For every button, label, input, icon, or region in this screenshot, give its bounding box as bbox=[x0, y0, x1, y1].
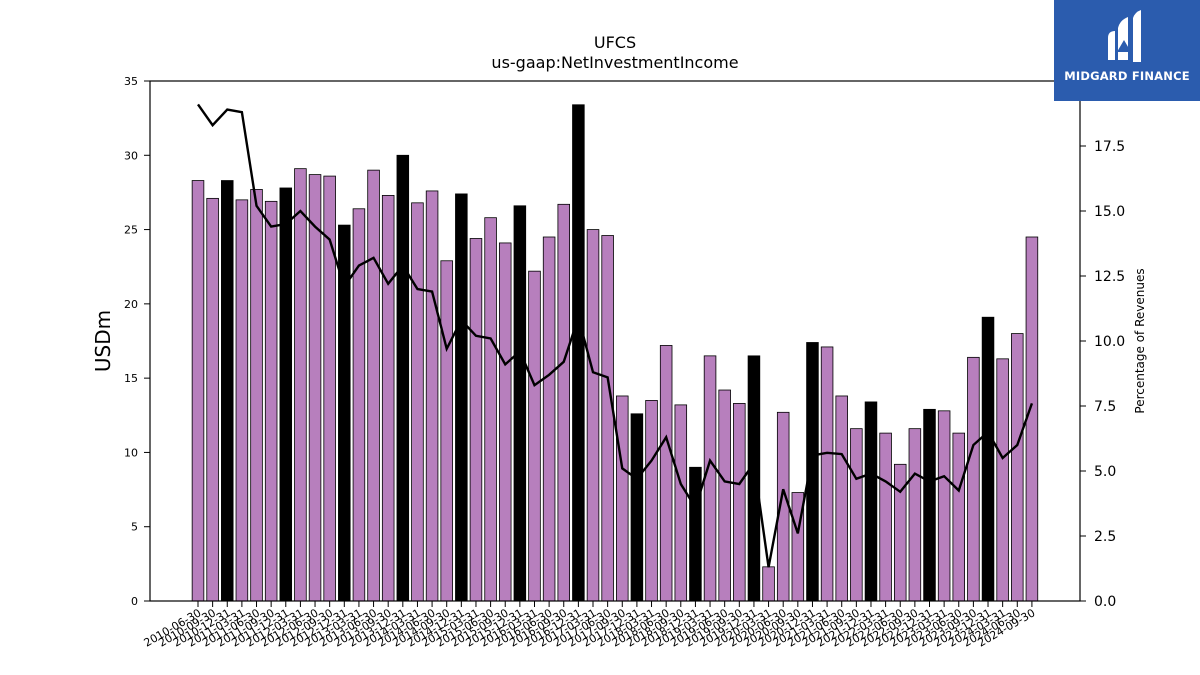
y-tick-label: 35 bbox=[124, 75, 138, 88]
bar-2016-09-30 bbox=[557, 203, 571, 602]
bar-2019-03-31 bbox=[703, 355, 717, 602]
bar-2011-09-30 bbox=[264, 200, 278, 602]
x-axis-ticks: 2010-06-302010-09-302010-12-312011-03-31… bbox=[142, 601, 1037, 650]
bar-2024-06-30 bbox=[1011, 333, 1024, 602]
bar-2011-03-31 bbox=[235, 199, 249, 602]
bar-2021-09-30 bbox=[850, 428, 863, 602]
bar-2017-12-31 bbox=[630, 413, 644, 602]
left-axis-ticks: 0 5 10 15 20 25 30 35 bbox=[124, 75, 150, 608]
bar-2012-03-31 bbox=[294, 168, 307, 602]
y-tick-label: 20 bbox=[124, 298, 138, 311]
y2-tick-label: 15.0 bbox=[1094, 204, 1125, 220]
bar-2024-09-30 bbox=[1025, 236, 1039, 602]
bar-2010-06-30 bbox=[191, 180, 205, 602]
bar-2013-12-31 bbox=[396, 154, 410, 602]
percentage-line bbox=[197, 103, 1034, 568]
bar-2014-06-30 bbox=[425, 190, 439, 602]
y-axis-label: USDm bbox=[91, 310, 115, 372]
bars-group bbox=[191, 104, 1039, 602]
bar-2014-09-30 bbox=[440, 260, 453, 602]
bar-2023-06-30 bbox=[952, 432, 966, 602]
bar-2016-03-31 bbox=[528, 270, 541, 602]
bar-2024-03-31 bbox=[996, 358, 1009, 602]
bar-2022-03-31 bbox=[879, 432, 892, 602]
bar-2021-06-30 bbox=[835, 395, 848, 602]
bar-2023-03-31 bbox=[937, 410, 951, 602]
y-tick-label: 15 bbox=[124, 372, 138, 385]
y2-tick-label: 12.5 bbox=[1094, 269, 1125, 285]
bar-2013-09-30 bbox=[381, 194, 395, 602]
bar-2015-06-30 bbox=[484, 217, 497, 602]
y2-axis-label: Percentage of Revenues bbox=[1133, 268, 1147, 413]
bar-2014-12-31 bbox=[455, 193, 468, 602]
bar-2023-12-31 bbox=[981, 316, 995, 602]
bar-2015-09-30 bbox=[498, 242, 512, 602]
bar-2018-09-30 bbox=[674, 404, 688, 602]
bar-2011-06-30 bbox=[250, 189, 263, 602]
bar-2022-09-30 bbox=[908, 428, 922, 602]
bar-2016-06-30 bbox=[542, 236, 556, 602]
y2-tick-label: 10.0 bbox=[1094, 334, 1125, 350]
bar-2011-12-31 bbox=[279, 187, 293, 602]
y-tick-label: 25 bbox=[124, 224, 138, 237]
bar-2020-03-31 bbox=[762, 566, 775, 602]
bar-2018-12-31 bbox=[689, 466, 702, 602]
y-tick-label: 30 bbox=[124, 149, 138, 162]
logo-text: MIDGARD FINANCE bbox=[1064, 69, 1190, 83]
y2-tick-label: 17.5 bbox=[1094, 139, 1125, 155]
chart-title: UFCS bbox=[594, 33, 636, 52]
bar-2019-06-30 bbox=[718, 389, 731, 602]
bar-2017-06-30 bbox=[601, 235, 614, 602]
bar-2019-12-31 bbox=[747, 355, 761, 602]
chart-subtitle: us-gaap:NetInvestmentIncome bbox=[491, 53, 738, 72]
bar-2019-09-30 bbox=[733, 402, 746, 602]
bar-2010-12-31 bbox=[221, 180, 234, 602]
y2-tick-label: 7.5 bbox=[1094, 399, 1116, 415]
bar-2021-03-31 bbox=[820, 346, 834, 602]
y2-tick-label: 0.0 bbox=[1094, 594, 1116, 610]
bar-2016-12-31 bbox=[572, 104, 585, 602]
bar-2017-03-31 bbox=[586, 229, 600, 602]
bar-2013-06-30 bbox=[367, 169, 380, 602]
bar-2015-03-31 bbox=[469, 238, 483, 602]
midgard-finance-logo: MIDGARD FINANCE bbox=[1054, 0, 1200, 101]
y-tick-label: 5 bbox=[131, 521, 138, 534]
bar-2012-06-30 bbox=[308, 174, 322, 602]
bar-2015-12-31 bbox=[513, 205, 527, 602]
bar-2021-12-31 bbox=[864, 401, 878, 602]
bar-2023-09-30 bbox=[967, 356, 980, 602]
right-axis-ticks: 0.0 2.5 5.0 7.5 10.0 12.5 15.0 17.5 bbox=[1080, 139, 1125, 610]
y2-tick-label: 2.5 bbox=[1094, 529, 1116, 545]
bar-2010-09-30 bbox=[206, 197, 219, 602]
bar-2017-09-30 bbox=[616, 395, 629, 602]
logo-mark-icon bbox=[1108, 10, 1141, 62]
bar-2018-06-30 bbox=[659, 345, 673, 602]
y-tick-label: 10 bbox=[124, 446, 138, 459]
bar-2014-03-31 bbox=[411, 202, 424, 602]
y2-tick-label: 5.0 bbox=[1094, 464, 1116, 480]
bar-2018-03-31 bbox=[645, 400, 658, 602]
y-tick-label: 0 bbox=[131, 595, 138, 608]
bar-2022-12-31 bbox=[923, 408, 936, 602]
